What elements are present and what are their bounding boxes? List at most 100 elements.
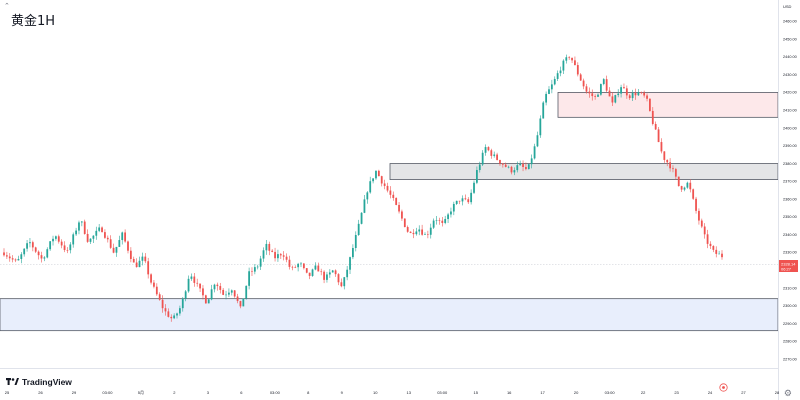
candle xyxy=(542,101,545,119)
candle xyxy=(447,212,449,224)
candle xyxy=(683,186,686,192)
candle xyxy=(236,293,239,304)
candle xyxy=(40,251,43,263)
candle xyxy=(55,235,57,241)
candle xyxy=(588,87,591,98)
candle xyxy=(712,245,715,253)
candle xyxy=(389,186,392,199)
candle xyxy=(317,262,320,272)
candle xyxy=(121,231,124,245)
candle xyxy=(458,200,461,205)
candle xyxy=(124,229,127,243)
candle xyxy=(106,235,109,243)
candle xyxy=(300,262,302,268)
price-tick-label: 2450.00 xyxy=(783,37,797,41)
candle xyxy=(66,247,69,254)
candle xyxy=(464,194,467,201)
candle xyxy=(98,223,101,233)
candle xyxy=(314,262,317,271)
candle xyxy=(628,94,631,100)
time-tick-label: 03:00 xyxy=(270,390,281,395)
gear-icon[interactable]: ⚙ xyxy=(783,388,792,398)
price-tick-label: 2400.00 xyxy=(783,126,797,130)
time-axis[interactable]: 25 26 29 03:00 5月 2 3 6 03:00 8 9 10 13 03:00 15 16 17 20… xyxy=(5,390,780,395)
candle xyxy=(608,87,611,97)
candle xyxy=(597,93,599,97)
candle xyxy=(383,179,386,190)
candle xyxy=(86,229,89,243)
candle xyxy=(478,161,481,173)
candle xyxy=(135,258,138,268)
candle xyxy=(331,269,334,273)
zone-support[interactable] xyxy=(0,298,779,332)
time-tick-label: 03:00 xyxy=(605,390,616,395)
candle xyxy=(31,240,34,252)
price-tick-label: 2440.00 xyxy=(783,55,797,59)
candles-layer xyxy=(3,54,723,322)
zone-middle[interactable] xyxy=(389,163,779,180)
candle xyxy=(426,230,429,239)
candle xyxy=(582,78,585,90)
candle xyxy=(343,276,346,290)
candle xyxy=(268,241,271,256)
candle xyxy=(357,219,360,236)
zone-resistance[interactable] xyxy=(557,92,779,118)
time-tick-label: 8 xyxy=(307,390,310,395)
candle xyxy=(17,255,20,261)
candle xyxy=(242,298,245,307)
candle xyxy=(138,256,141,268)
candle xyxy=(634,88,637,100)
candle xyxy=(700,218,703,229)
candle xyxy=(26,240,28,252)
candle xyxy=(525,162,527,171)
candle xyxy=(360,212,363,225)
candle xyxy=(496,152,498,161)
time-tick-label: 26 xyxy=(38,390,43,395)
tradingview-brand[interactable]: TradingView xyxy=(6,377,72,387)
candle xyxy=(372,178,374,184)
candle xyxy=(657,127,660,143)
candle xyxy=(326,271,328,283)
candle xyxy=(46,247,49,259)
candle xyxy=(43,256,46,262)
candle xyxy=(467,197,470,204)
candle xyxy=(556,70,559,81)
candle xyxy=(153,280,155,289)
candle xyxy=(386,182,389,193)
candle xyxy=(625,85,628,99)
candle xyxy=(429,223,432,239)
candle xyxy=(199,283,201,292)
candle xyxy=(695,196,697,214)
time-tick-label: 28 xyxy=(775,390,780,395)
candle xyxy=(666,159,669,167)
candle xyxy=(533,143,536,160)
candle xyxy=(539,115,542,138)
candle xyxy=(158,292,161,301)
candle xyxy=(282,251,285,261)
candle xyxy=(23,248,26,257)
chevron-up-icon[interactable]: ⌃ xyxy=(4,3,10,10)
candle xyxy=(20,252,23,264)
candle xyxy=(129,247,132,263)
candle xyxy=(115,246,118,257)
time-tick-label: 03:00 xyxy=(102,390,113,395)
candle xyxy=(709,241,712,250)
candle xyxy=(576,62,579,77)
candle xyxy=(623,83,625,89)
candle xyxy=(585,83,588,94)
candle xyxy=(219,282,222,294)
candle xyxy=(271,249,274,253)
candle xyxy=(80,221,83,227)
candle xyxy=(663,151,666,163)
candle xyxy=(352,244,354,260)
candle xyxy=(144,253,147,264)
candle xyxy=(640,91,643,95)
time-tick-label: 2 xyxy=(173,390,176,395)
target-icon[interactable] xyxy=(719,379,728,392)
candle xyxy=(337,273,340,286)
candle xyxy=(620,84,622,98)
candle xyxy=(677,176,680,187)
price-axis[interactable]: 2460.00 2450.00 2440.00 2430.00 2420.00 2410.… xyxy=(783,20,797,362)
candle xyxy=(37,250,40,260)
